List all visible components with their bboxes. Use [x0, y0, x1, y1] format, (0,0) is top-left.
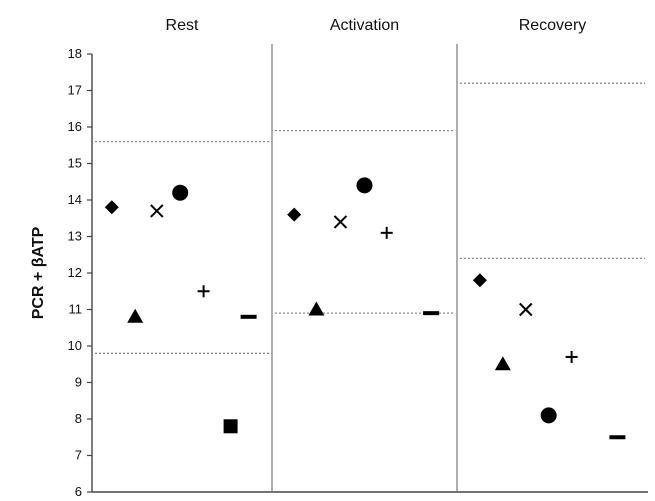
- diamond-marker: [104, 200, 119, 215]
- dash-marker: [609, 435, 626, 440]
- y-tick-label: 10: [68, 338, 82, 353]
- y-tick-label: 18: [68, 46, 82, 61]
- cross-stroke: [333, 215, 348, 229]
- triangle-marker: [494, 356, 511, 371]
- y-tick-label: 6: [75, 484, 82, 496]
- y-tick-label: 16: [68, 119, 82, 134]
- circle-marker: [540, 407, 557, 424]
- y-tick-label: 8: [75, 411, 82, 426]
- panel-title: Recovery: [519, 17, 587, 34]
- panel-title: Rest: [166, 17, 199, 34]
- circle-marker: [356, 177, 373, 194]
- triangle-marker: [127, 308, 144, 323]
- y-tick-label: 15: [68, 156, 82, 171]
- y-tick-label: 11: [69, 302, 83, 317]
- dash-marker: [423, 311, 440, 316]
- y-tick-label: 7: [75, 448, 82, 463]
- cross-marker: [519, 302, 533, 317]
- y-axis-label: PCR + βATP: [30, 226, 47, 319]
- panel-title: Activation: [330, 17, 399, 34]
- cross-marker: [333, 215, 348, 229]
- y-tick-label: 13: [68, 229, 82, 244]
- cross-stroke: [150, 204, 164, 218]
- plus-marker: [197, 285, 210, 298]
- cross-stroke: [519, 302, 533, 317]
- y-tick-label: 12: [68, 265, 82, 280]
- triangle-marker: [308, 301, 325, 316]
- circle-marker: [172, 184, 189, 201]
- diamond-marker: [287, 207, 302, 222]
- plus-marker: [380, 226, 393, 239]
- plus-marker: [565, 350, 578, 363]
- y-tick-label: 17: [68, 83, 82, 98]
- panel-activation: Activation: [275, 17, 454, 316]
- y-tick-label: 9: [75, 375, 82, 390]
- cross-marker: [150, 204, 164, 218]
- square-marker: [223, 419, 238, 434]
- y-tick-label: 14: [68, 192, 82, 207]
- diamond-marker: [472, 273, 487, 288]
- dash-marker: [240, 314, 257, 319]
- panel-rest: Rest: [95, 17, 269, 434]
- panel-recovery: Recovery: [460, 17, 645, 440]
